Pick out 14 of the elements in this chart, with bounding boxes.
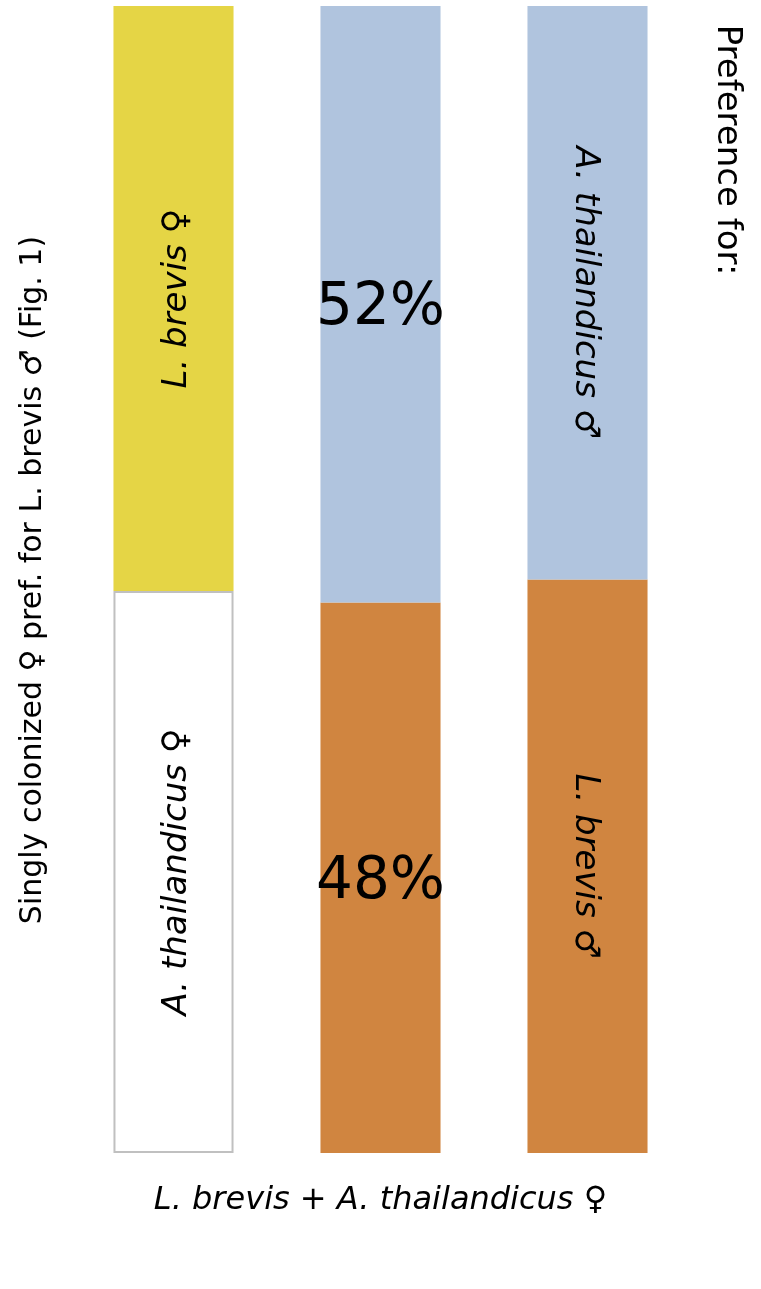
bar	[527, 579, 648, 1153]
data-label: A. thailandicus ♀	[153, 728, 194, 1018]
data-label: L. brevis ♀	[153, 208, 194, 389]
bar	[113, 590, 234, 1153]
x-axis-title: L. brevis + A. thailandicus ♀	[153, 1178, 608, 1217]
y-axis-title: Singly colonized ♀ pref. for L. brevis ♂ (Fig. 1)	[12, 235, 48, 925]
data-label: A. thailandicus ♂	[567, 144, 608, 440]
bar	[527, 6, 648, 580]
bar	[320, 602, 441, 1153]
data-label: L. brevis ♂	[567, 773, 608, 960]
text: Preference for:	[710, 24, 750, 276]
data-label: 52%	[316, 270, 445, 339]
bar	[320, 6, 441, 603]
bar	[113, 6, 234, 591]
